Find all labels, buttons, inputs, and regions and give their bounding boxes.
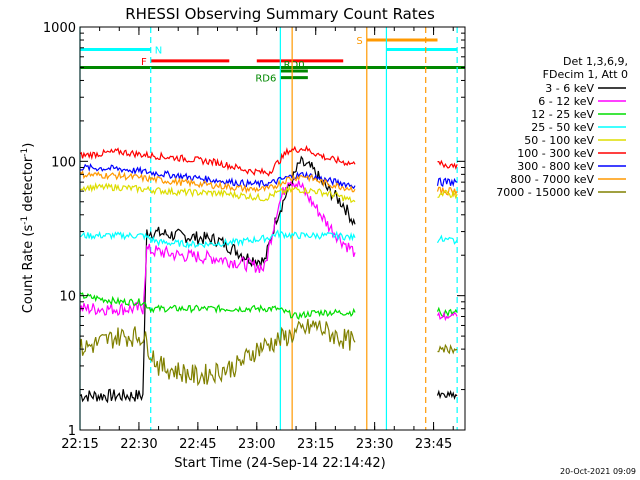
legend-entry: 800 - 7000 keV: [510, 173, 594, 186]
count-rate-series: [79, 144, 458, 404]
legend-entry: 100 - 300 keV: [517, 147, 594, 160]
legend-header: Det 1,3,6,9,: [563, 55, 628, 68]
flag-label: N: [155, 45, 162, 56]
y-axis-label: Count Rate (s-1 detector-1): [20, 143, 36, 314]
late-segment-s3: [436, 306, 458, 318]
x-tick-label: 22:15: [61, 437, 98, 452]
y-axis-ticks: 1 10 100 1000: [43, 21, 465, 439]
flag-label: S: [356, 36, 362, 47]
legend-entry: 3 - 6 keV: [545, 82, 594, 95]
legend-header: FDecim 1, Att 0: [543, 68, 628, 81]
x-tick-label: 22:30: [120, 437, 157, 452]
legend-entry: 50 - 100 keV: [524, 134, 594, 147]
series-s4: [79, 229, 356, 250]
x-tick-label: 23:00: [238, 437, 275, 452]
legend-entry: 7000 - 15000 keV: [496, 186, 594, 199]
x-tick-label: 23:45: [415, 437, 452, 452]
late-segment-s2: [436, 310, 458, 322]
late-segment-s9: [437, 343, 458, 355]
flag-label: RD6: [255, 74, 276, 85]
flag-label: RD0: [284, 60, 305, 71]
footer-timestamp: 20-Oct-2021 09:09: [560, 467, 636, 476]
late-segment-s5: [437, 189, 458, 200]
x-axis-ticks: 22:15 22:30 22:45 23:00 23:15 23:30 23:45: [61, 27, 454, 452]
legend-entry: 12 - 25 keV: [531, 108, 594, 121]
y-tick-label: 1000: [43, 21, 76, 36]
series-s9: [79, 318, 356, 387]
series-s2: [79, 180, 356, 317]
chart-title: RHESSI Observing Summary Count Rates: [125, 5, 435, 23]
x-tick-label: 23:15: [297, 437, 334, 452]
state-boundary-lines: [79, 27, 458, 430]
legend-entry: 25 - 50 keV: [531, 121, 594, 134]
x-tick-label: 22:45: [179, 437, 216, 452]
y-tick-label: 10: [59, 290, 76, 305]
series-s8: [79, 170, 356, 195]
x-tick-label: 23:30: [356, 437, 393, 452]
legend-entry: 300 - 800 keV: [517, 160, 594, 173]
y-tick-label: 1: [68, 424, 76, 439]
flag-label: F: [141, 57, 147, 68]
y-tick-label: 100: [51, 155, 76, 170]
series-s3: [79, 292, 356, 320]
series-s7: [79, 162, 356, 190]
x-axis-label: Start Time (24-Sep-14 22:14:42): [174, 456, 385, 471]
observing-flags: NF S RD0 RD6: [80, 36, 465, 85]
legend-entry: 6 - 12 keV: [538, 95, 594, 108]
late-segment-s4: [436, 234, 458, 245]
late-segment-s7: [436, 177, 458, 188]
plot-frame: [79, 26, 466, 431]
series-s6: [79, 144, 356, 177]
series-s5: [79, 182, 356, 204]
late-segment-s6: [437, 159, 458, 170]
late-segment-s1: [436, 389, 458, 401]
